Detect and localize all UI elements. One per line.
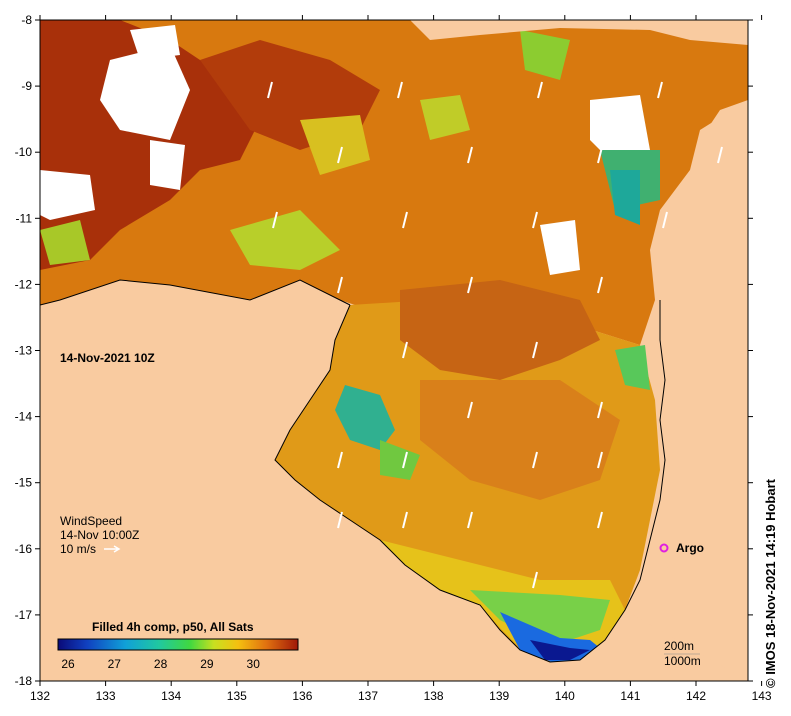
gulf-cool-east bbox=[615, 345, 650, 390]
colorbar-tick-label: 30 bbox=[247, 657, 261, 671]
cool-patch-north-2 bbox=[300, 115, 370, 175]
wind-arrow bbox=[467, 276, 473, 294]
depth-contour-200m: 200m bbox=[664, 639, 694, 653]
wind-legend-scale: 10 m/s bbox=[60, 542, 96, 556]
credit-text: © IMOS 18-Nov-2021 14:19 Hobart bbox=[763, 479, 778, 688]
wind-arrow bbox=[337, 146, 343, 164]
y-tick-label: -14 bbox=[15, 410, 33, 424]
wind-arrow bbox=[467, 511, 473, 529]
wind-arrow bbox=[402, 211, 408, 229]
wind-arrow bbox=[657, 81, 663, 99]
wind-arrow bbox=[532, 211, 538, 229]
gulf-cool-west bbox=[335, 385, 395, 450]
wind-arrow bbox=[272, 211, 278, 229]
wind-arrow bbox=[467, 146, 473, 164]
cloud-gap-2 bbox=[130, 25, 180, 60]
gulf-south-green bbox=[470, 590, 610, 640]
y-tick-label: -13 bbox=[15, 344, 33, 358]
wind-arrow bbox=[662, 211, 668, 229]
y-tick-label: -17 bbox=[15, 608, 33, 622]
colorbar-tick-label: 27 bbox=[108, 657, 122, 671]
x-tick-label: 141 bbox=[620, 689, 640, 703]
cool-patch-north-6 bbox=[610, 170, 640, 225]
gulf-cool-west-2 bbox=[380, 440, 420, 480]
x-tick-label: 139 bbox=[489, 689, 509, 703]
wind-legend-title: WindSpeed bbox=[60, 514, 122, 528]
northern-land-top bbox=[410, 20, 748, 45]
wind-arrow bbox=[597, 511, 603, 529]
x-tick-label: 137 bbox=[358, 689, 378, 703]
wind-arrow bbox=[467, 401, 473, 419]
colorbar-tick-label: 29 bbox=[200, 657, 214, 671]
timestamp-label: 14-Nov-2021 10Z bbox=[60, 351, 155, 365]
x-tick-label: 140 bbox=[555, 689, 575, 703]
gulf-south-coldest bbox=[530, 640, 590, 660]
colorbar bbox=[57, 638, 299, 651]
cape-york bbox=[625, 20, 748, 681]
colorbar-title: Filled 4h comp, p50, All Sats bbox=[92, 620, 254, 634]
cool-patch-north-1 bbox=[230, 210, 340, 270]
colorbar-tick-label: 28 bbox=[154, 657, 168, 671]
wind-arrow bbox=[397, 81, 403, 99]
colorbar-ticks: 26 27 28 29 30 bbox=[61, 657, 260, 671]
coastline-north bbox=[40, 279, 351, 306]
x-tick-label: 134 bbox=[161, 689, 181, 703]
wind-arrow bbox=[337, 451, 343, 469]
y-tick-label: -10 bbox=[15, 145, 33, 159]
cool-patch-north-5 bbox=[420, 95, 470, 140]
colorbar-tick-label: 26 bbox=[61, 657, 75, 671]
wind-vectors bbox=[267, 81, 723, 589]
cloud-gap-6 bbox=[540, 220, 580, 275]
wind-arrow bbox=[402, 451, 408, 469]
arnhem-west bbox=[40, 280, 748, 681]
cloud-gap-4 bbox=[150, 140, 185, 190]
y-axis: -8 -9 -10 -11 -12 -13 -14 -15 -16 -17 -18 bbox=[15, 13, 753, 688]
wind-arrow bbox=[597, 451, 603, 469]
y-tick-label: -18 bbox=[15, 674, 33, 688]
depth-contour-1000m: 1000m bbox=[664, 654, 701, 668]
x-axis: 132 133 134 135 136 137 138 139 140 141 142 143 bbox=[30, 15, 772, 703]
wind-arrow bbox=[717, 146, 723, 164]
cool-patch-north-4 bbox=[520, 30, 570, 80]
wind-arrow bbox=[537, 81, 543, 99]
x-tick-label: 142 bbox=[686, 689, 706, 703]
cloud-gap-5 bbox=[590, 95, 650, 160]
y-tick-label: -15 bbox=[15, 476, 33, 490]
x-tick-label: 135 bbox=[227, 689, 247, 703]
x-tick-label: 132 bbox=[30, 689, 50, 703]
wind-legend-time: 14-Nov 10:00Z bbox=[60, 528, 139, 542]
y-tick-label: -12 bbox=[15, 277, 33, 291]
wind-scale-arrow-icon bbox=[104, 545, 121, 553]
wind-arrow bbox=[402, 341, 408, 359]
wind-arrow bbox=[532, 341, 538, 359]
wind-arrow bbox=[597, 401, 603, 419]
wind-arrow bbox=[532, 571, 538, 589]
wind-arrow bbox=[267, 81, 273, 99]
y-tick-label: -11 bbox=[16, 211, 33, 225]
x-tick-label: 143 bbox=[752, 689, 772, 703]
y-tick-label: -8 bbox=[21, 13, 32, 27]
wind-arrow bbox=[532, 451, 538, 469]
argo-label: Argo bbox=[676, 541, 704, 555]
y-tick-label: -9 bbox=[21, 79, 32, 93]
x-tick-label: 136 bbox=[292, 689, 312, 703]
x-tick-label: 133 bbox=[96, 689, 116, 703]
cloud-gap-3 bbox=[40, 170, 95, 220]
cool-patch-north-7 bbox=[40, 220, 90, 265]
coastline bbox=[274, 300, 666, 663]
wind-arrow bbox=[597, 146, 603, 164]
wind-arrow bbox=[337, 276, 343, 294]
wind-arrow bbox=[402, 511, 408, 529]
y-tick-label: -16 bbox=[15, 542, 33, 556]
cloud-gap-1 bbox=[100, 45, 190, 140]
x-tick-label: 138 bbox=[424, 689, 444, 703]
argo-marker[interactable] bbox=[659, 543, 669, 553]
gulf-warm-core bbox=[400, 280, 600, 380]
wind-arrow bbox=[597, 276, 603, 294]
wind-arrow bbox=[337, 511, 343, 529]
